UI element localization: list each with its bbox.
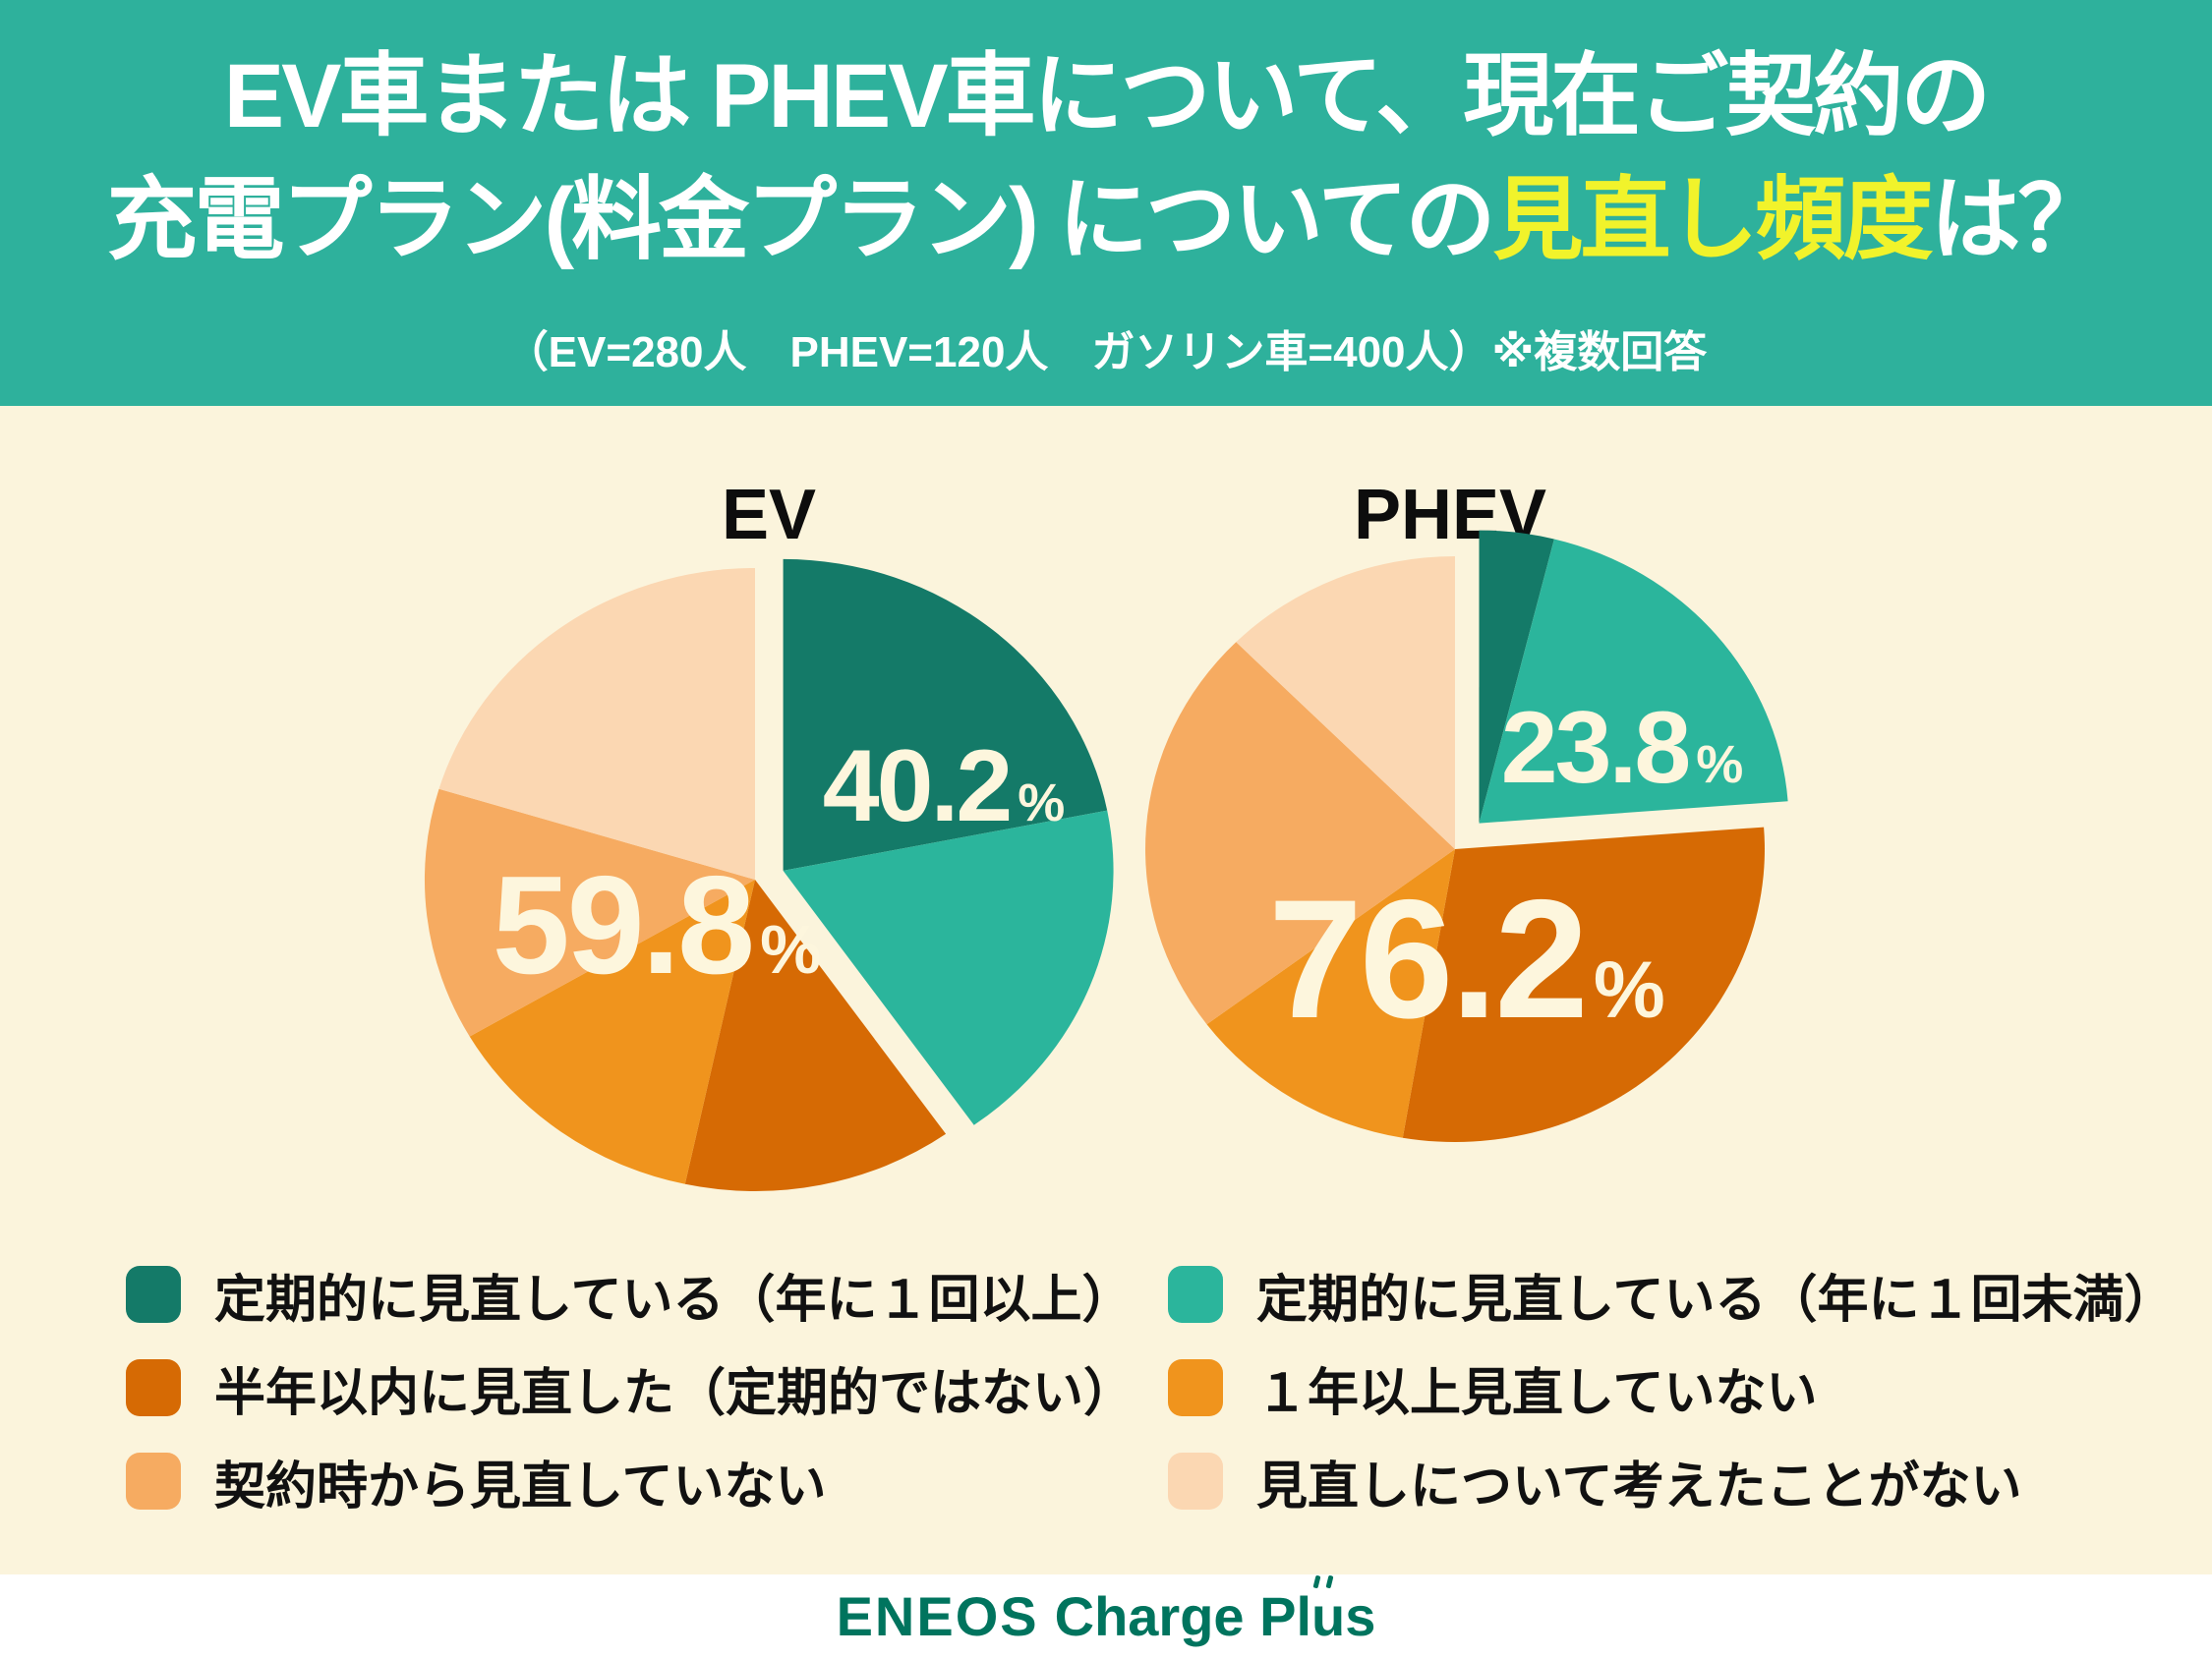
title-line2-pre: 充電プラン(料金プラン) についての <box>106 170 1495 270</box>
logo-brand: ENEOS <box>836 1585 1039 1647</box>
header-banner: EV車または PHEV車について、現在ご契約の 充電プラン(料金プラン) につい… <box>0 0 2212 406</box>
ev-pie-title: EV <box>721 476 817 554</box>
title-line2-post: は？ <box>1930 170 2109 270</box>
ev-pie-group-label-1: 59.8% <box>493 847 822 1003</box>
title-line2-highlight: 見直し頻度 <box>1492 170 1934 270</box>
legend-label: 見直しについて考えたことがない <box>1256 1458 2022 1516</box>
legend-item: 定期的に見直している（年に１回未満） <box>1168 1266 2175 1329</box>
ev-pie-slice-3 <box>469 880 755 1184</box>
phev-pie-slice-2 <box>1402 827 1765 1142</box>
title-line1: EV車または PHEV車について、現在ご契約の <box>223 46 1991 146</box>
legend-label: １年以上見直していない <box>1256 1364 1818 1422</box>
ev-pie-slice-1 <box>783 810 1114 1125</box>
logo-product: Charge Plus <box>1054 1585 1376 1647</box>
legend-column-right: 定期的に見直している（年に１回未満） １年以上見直していない 見直しについて考え… <box>1168 1266 2175 1516</box>
legend-swatch <box>126 1359 181 1416</box>
ev-pie-slice-4 <box>424 788 755 1037</box>
title-line2: 充電プラン(料金プラン) についての見直し頻度は？ <box>0 175 2212 265</box>
legend-item: 半年以内に見直した（定期的ではない） <box>126 1359 1135 1422</box>
legend-label: 半年以内に見直した（定期的ではない） <box>214 1364 1135 1422</box>
eneos-charge-plus-logo: ENEOS Charge Plus <box>837 1589 1376 1644</box>
phev-pie-slice-4 <box>1145 642 1455 1025</box>
legend-column-left: 定期的に見直している（年に１回以上） 半年以内に見直した（定期的ではない） 契約… <box>126 1266 1135 1516</box>
ev-pie-slice-2 <box>684 880 947 1192</box>
legend-label: 定期的に見直している（年に１回以上） <box>214 1271 1134 1329</box>
legend-swatch <box>1168 1453 1223 1510</box>
legend-swatch <box>1168 1359 1223 1416</box>
phev-pie-group-label-0: 23.8% <box>1501 691 1743 805</box>
legend-item: 契約時から見直していない <box>126 1453 1135 1516</box>
legend-swatch <box>126 1266 181 1323</box>
legend-swatch <box>126 1453 181 1510</box>
phev-pie: 23.8 % 76.2% <box>1145 530 1788 1142</box>
ev-pie: 40.2 %59.8% <box>424 558 1114 1192</box>
ev-pie-group-label-0: 40.2% <box>823 729 1065 843</box>
phev-pie-slice-1 <box>1479 539 1788 824</box>
phev-pie-slice-0 <box>1479 530 1554 824</box>
plug-icon: u <box>1311 1585 1346 1647</box>
footer-bar: ENEOS Charge Plus <box>0 1574 2212 1659</box>
legend-item: 定期的に見直している（年に１回以上） <box>126 1266 1135 1329</box>
legend-label: 定期的に見直している（年に１回未満） <box>1256 1271 2176 1329</box>
subtitle-sample-sizes: （EV=280人 PHEV=120人 ガソリン車=400人）※複数回答 <box>504 328 1708 376</box>
ev-pie-slice-0 <box>783 558 1108 871</box>
phev-pie-group-label-1: 76.2% <box>1268 865 1665 1054</box>
legend-item: １年以上見直していない <box>1168 1359 2175 1422</box>
legend-label: 契約時から見直していない <box>214 1458 827 1516</box>
phev-pie-slice-5 <box>1236 556 1455 849</box>
phev-pie-slice-3 <box>1206 849 1455 1138</box>
legend-item: 見直しについて考えたことがない <box>1168 1453 2175 1516</box>
ev-pie-slice-5 <box>438 568 755 880</box>
legend-swatch <box>1168 1266 1223 1323</box>
